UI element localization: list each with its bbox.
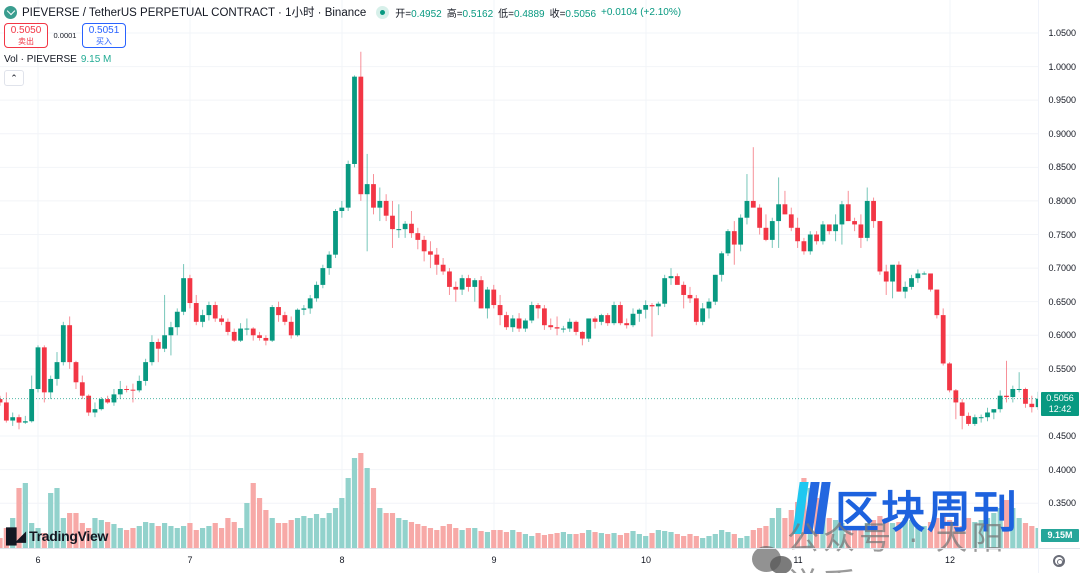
price-tick: 0.6000 — [1048, 330, 1076, 341]
chevron-up-icon: ⌃ — [10, 72, 18, 83]
bar-countdown: 12:42 — [1048, 403, 1072, 414]
price-tick: 0.6500 — [1048, 296, 1076, 307]
price-tick: 0.4000 — [1048, 464, 1076, 475]
time-tick: 7 — [187, 555, 193, 565]
time-tick: 6 — [35, 555, 41, 565]
ohlc-open: 开=0.4952 — [395, 8, 442, 20]
time-tick: 9 — [491, 555, 497, 565]
chart-settings[interactable] — [1038, 548, 1080, 573]
time-axis[interactable]: 6 7 8 9 10 11 12 — [0, 548, 1038, 573]
sell-price: 0.5050 — [10, 24, 42, 36]
time-tick: 12 — [944, 555, 956, 565]
time-tick: 11 — [793, 555, 803, 565]
price-tick: 0.9500 — [1048, 95, 1076, 106]
tradingview-logo-text: TradingView — [29, 528, 109, 544]
buy-button[interactable]: 0.5051 买入 — [82, 23, 126, 48]
chart-pane[interactable]: PIEVERSE / TetherUS PERPETUAL CONTRACT ·… — [0, 0, 1038, 573]
price-tick: 0.8000 — [1048, 195, 1076, 206]
gear-icon[interactable] — [1053, 555, 1065, 567]
price-tick: 0.7500 — [1048, 229, 1076, 240]
current-volume-label: 9.15M — [1041, 529, 1079, 542]
price-tick: 0.9000 — [1048, 128, 1076, 139]
tradingview-logo[interactable]: █◢ TradingView — [6, 527, 108, 545]
symbol-logo-icon — [4, 5, 17, 19]
ohlc-low: 低=0.4889 — [498, 8, 545, 20]
collapse-legend-button[interactable]: ⌃ — [4, 70, 24, 86]
ohlc-close: 收=0.5056 — [549, 8, 597, 20]
time-tick: 10 — [640, 555, 652, 565]
current-price: 0.5056 — [1046, 392, 1074, 403]
market-status-icon[interactable] — [376, 5, 390, 19]
price-tick: 0.7000 — [1048, 263, 1076, 274]
spread-value: 0.0001 — [53, 31, 77, 40]
price-tick: 1.0000 — [1048, 61, 1076, 72]
volume-legend-label: Vol · PIEVERSE — [4, 54, 77, 65]
ohlc-high: 高=0.5162 — [446, 8, 494, 20]
candlestick-chart[interactable] — [0, 0, 1038, 548]
sell-label: 卖出 — [18, 36, 34, 46]
time-tick: 8 — [339, 555, 345, 565]
price-tick: 0.3500 — [1048, 498, 1076, 509]
buy-label: 买入 — [96, 36, 112, 46]
current-price-label: 0.5056 12:42 — [1041, 391, 1079, 416]
price-axis[interactable]: 0.5056 12:42 9.15M 1.0500 1.0000 0.9500 0.9… — [1038, 0, 1080, 548]
sell-button[interactable]: 0.5050 卖出 — [4, 23, 48, 48]
volume-legend[interactable]: Vol · PIEVERSE 9.15 M — [4, 54, 111, 65]
price-tick: 0.4500 — [1048, 431, 1076, 442]
price-tick: 0.8500 — [1048, 162, 1076, 173]
price-tick: 1.0500 — [1048, 28, 1076, 38]
buy-price: 0.5051 — [88, 24, 120, 36]
symbol-title[interactable]: PIEVERSE / TetherUS PERPETUAL CONTRACT ·… — [22, 7, 367, 19]
price-tick: 0.5500 — [1048, 363, 1076, 374]
volume-legend-value: 9.15 M — [80, 54, 112, 65]
trade-panel: 0.5050 卖出 0.0001 0.5051 买入 — [4, 23, 126, 48]
symbol-legend: PIEVERSE / TetherUS PERPETUAL CONTRACT ·… — [4, 4, 681, 20]
tradingview-logo-icon: █◢ — [6, 528, 26, 545]
price-change: +0.0104 (+2.10%) — [601, 6, 682, 18]
